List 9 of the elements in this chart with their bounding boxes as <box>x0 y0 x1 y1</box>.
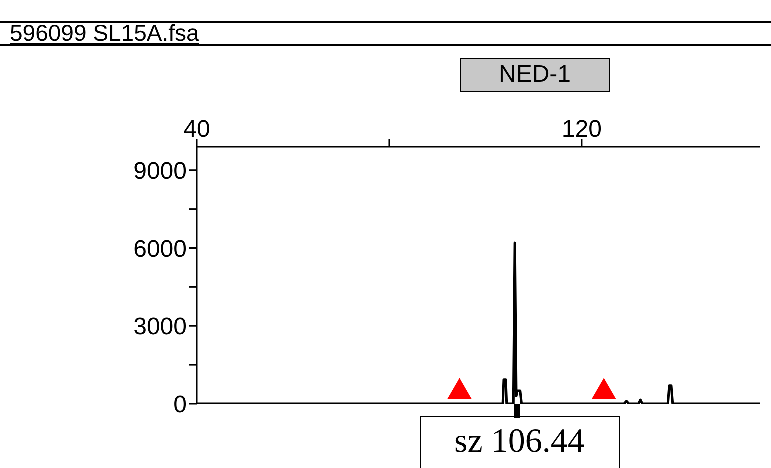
chart-subtitle: NED-1 <box>460 58 610 92</box>
y-tick-label: 0 <box>174 392 187 419</box>
y-tick-label: 3000 <box>134 314 187 341</box>
y-tick-label: 6000 <box>134 236 187 263</box>
x-tick-label: 40 <box>184 116 210 143</box>
annotation: sz 106.44 <box>420 416 620 468</box>
y-tick-label: 9000 <box>134 158 187 185</box>
x-tick-label: 120 <box>562 116 602 143</box>
chart-title: 596099 SL15A.fsa <box>10 20 200 46</box>
